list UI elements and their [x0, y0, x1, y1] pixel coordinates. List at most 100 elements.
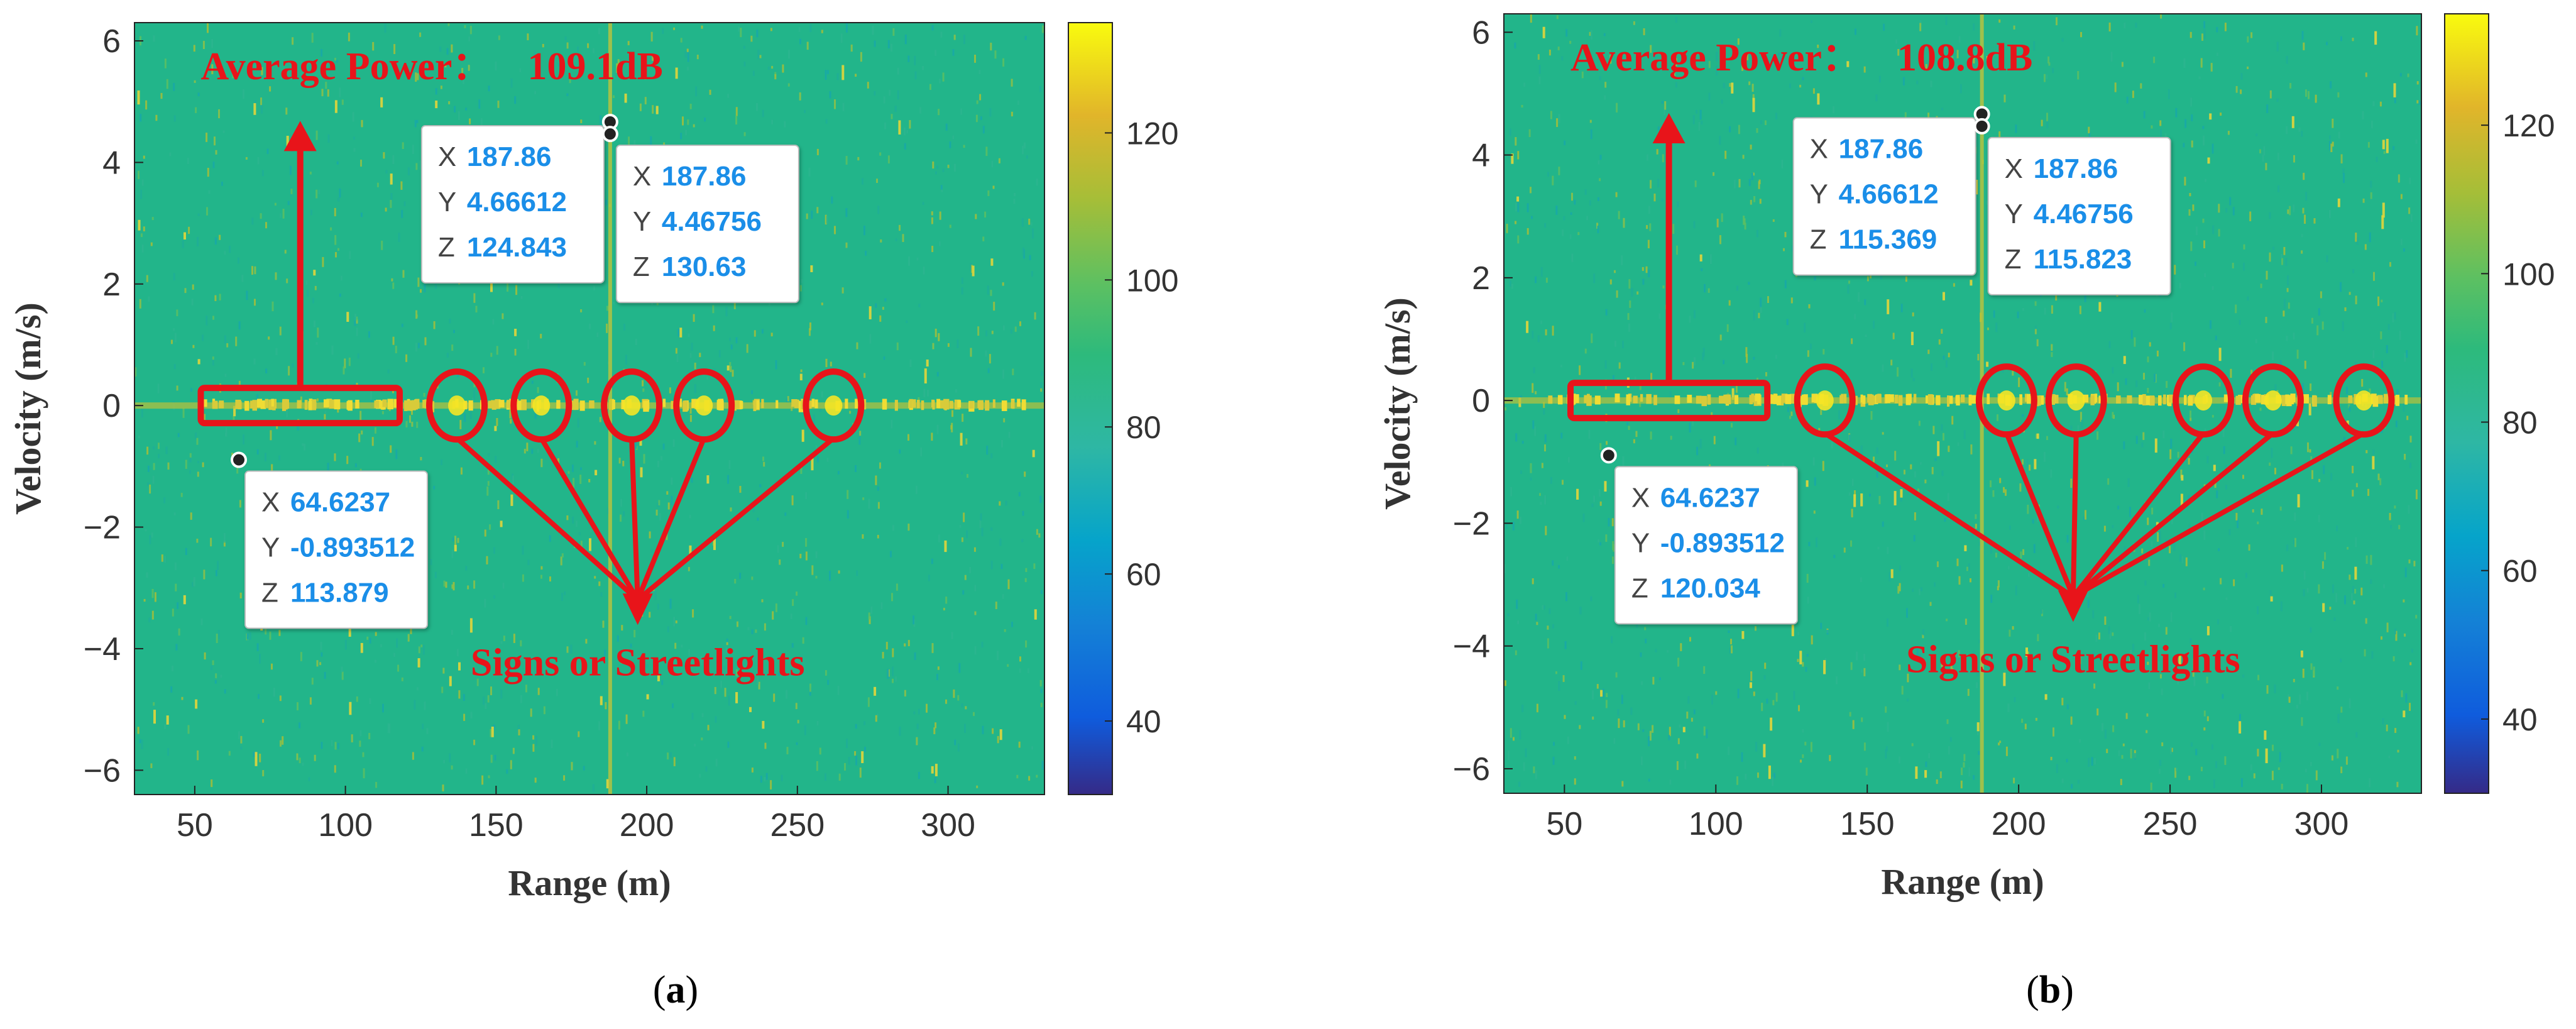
target-hotspot — [1997, 390, 2015, 411]
average-power-label: Average Power： — [200, 45, 491, 88]
target-leader-line — [539, 437, 640, 602]
datatip-key: Z — [1810, 224, 1827, 255]
y-tick-label: 6 — [1472, 14, 1490, 51]
targets-label: Signs or Streetlights — [471, 641, 805, 684]
average-power-label: Average Power： — [1570, 36, 1861, 79]
target-arrowhead — [622, 593, 653, 625]
datatip-marker — [1600, 447, 1617, 464]
datatip: X 187.86 Y 4.66612 Z 115.369 — [1792, 106, 1990, 276]
y-tick-label: −6 — [84, 752, 121, 789]
target-hotspot — [2355, 390, 2373, 411]
colorbar-tick-label: 60 — [1126, 557, 1161, 592]
panel-caption-letter: b — [2039, 969, 2061, 1011]
target-leader-line — [2004, 432, 2076, 598]
datatip-marker — [601, 126, 618, 143]
y-tick-label: −4 — [1453, 629, 1490, 665]
y-tick-label: −6 — [1453, 751, 1490, 788]
datatip-marker — [1973, 118, 1990, 135]
average-power-arrowhead — [1652, 113, 1685, 143]
datatip-value: 115.823 — [2034, 244, 2132, 275]
datatip-value: 64.6237 — [290, 487, 390, 518]
panel-caption: (a) — [653, 969, 698, 1011]
average-power-region — [197, 385, 403, 427]
panel-caption-letter: a — [666, 969, 686, 1011]
datatip-key: Y — [633, 206, 651, 237]
datatip-key: X — [438, 141, 456, 172]
datatip-value: 187.86 — [2034, 153, 2118, 184]
datatip-key: X — [1810, 134, 1828, 165]
y-tick-label: 0 — [1472, 383, 1490, 419]
panel-caption: (b) — [2026, 969, 2074, 1011]
target-hotspot — [2195, 390, 2213, 411]
datatip-box — [1792, 117, 1976, 276]
x-tick-label: 300 — [921, 807, 975, 844]
plot-frame — [134, 22, 1045, 795]
datatip-key: Y — [261, 532, 280, 563]
x-tick-label: 50 — [177, 807, 213, 844]
datatip-value: 187.86 — [1839, 134, 1924, 165]
target-hotspot — [695, 395, 713, 416]
datatip-value: 115.369 — [1839, 224, 1937, 255]
datatip-key: Z — [2005, 244, 2022, 275]
panel-a: 50 100 150 200 250 300 −6 −4 −2 0 2 4 6 Range (m) Velo… — [8, 22, 1178, 1011]
datatip-key: Z — [261, 578, 278, 608]
y-tick-label: 6 — [102, 23, 121, 60]
datatip-value: 124.843 — [467, 232, 567, 263]
colorbar-tick-label: 120 — [1126, 116, 1178, 151]
datatip: X 187.86 Y 4.46756 Z 115.823 — [1973, 118, 2171, 295]
y-tick-label: 2 — [1472, 260, 1490, 297]
y-tick-label: 4 — [102, 145, 121, 181]
datatip-value: 130.63 — [662, 251, 747, 282]
heatmap-noise — [134, 23, 1044, 792]
datatip-value: 64.6237 — [1660, 482, 1760, 513]
datatip-key: Z — [1631, 573, 1648, 603]
target-leader-line — [455, 436, 640, 602]
y-tick-label: −2 — [84, 510, 121, 546]
target-hotspot — [825, 395, 843, 416]
colorbar-gradient — [2444, 13, 2489, 794]
target-hotspot — [532, 395, 551, 416]
colorbar-tick-label: 60 — [2502, 554, 2538, 589]
y-tick-label: 2 — [102, 267, 121, 303]
x-tick-label: 200 — [1992, 806, 2046, 842]
plot-frame — [1503, 13, 2422, 794]
y-tick-label: 0 — [102, 388, 121, 424]
datatip-value: 187.86 — [662, 161, 747, 192]
y-tick-label: −2 — [1453, 505, 1490, 542]
target-leader-line — [2071, 431, 2365, 599]
datatip-box — [1987, 136, 2171, 295]
target-leader-line — [629, 438, 640, 600]
target-hotspot — [1816, 390, 1834, 411]
target-leader-line — [635, 437, 706, 601]
target-hotspot — [2067, 390, 2085, 411]
colorbar-gradient — [1068, 22, 1113, 795]
datatip: X 64.6237 Y -0.893512 Z 120.034 — [1600, 447, 1798, 625]
datatip-value: 4.66612 — [467, 187, 567, 217]
target-arrowhead — [2058, 590, 2088, 622]
datatip-value: 113.879 — [290, 578, 389, 608]
average-power-arrowhead — [283, 121, 317, 151]
datatip: X 187.86 Y 4.66612 Z 124.843 — [420, 113, 618, 283]
datatip-value: -0.893512 — [290, 532, 415, 563]
target-leader-line — [2071, 431, 2206, 598]
datatip-key: X — [1631, 482, 1650, 513]
target-leader-line — [636, 436, 835, 602]
x-axis-label: Range (m) — [508, 862, 671, 903]
x-tick-label: 300 — [2294, 806, 2349, 842]
datatip-value: -0.893512 — [1660, 527, 1785, 558]
target-hotspot — [623, 395, 641, 416]
x-tick-label: 150 — [469, 807, 523, 844]
datatip-box — [244, 470, 429, 629]
x-axis-label: Range (m) — [1881, 861, 2044, 902]
datatip-value: 120.034 — [1660, 573, 1761, 603]
x-tick-label: 250 — [770, 807, 825, 844]
target-leader-line — [1823, 431, 2075, 599]
datatip-key: X — [261, 487, 280, 518]
datatip-key: Y — [438, 187, 456, 217]
average-power-value: 109.1dB — [527, 45, 662, 88]
y-tick-label: −4 — [84, 631, 121, 668]
y-axis-label: Velocity (m/s) — [1377, 297, 1418, 510]
colorbar-tick-label: 40 — [2502, 702, 2538, 737]
colorbar-tick-label: 40 — [1126, 704, 1161, 739]
